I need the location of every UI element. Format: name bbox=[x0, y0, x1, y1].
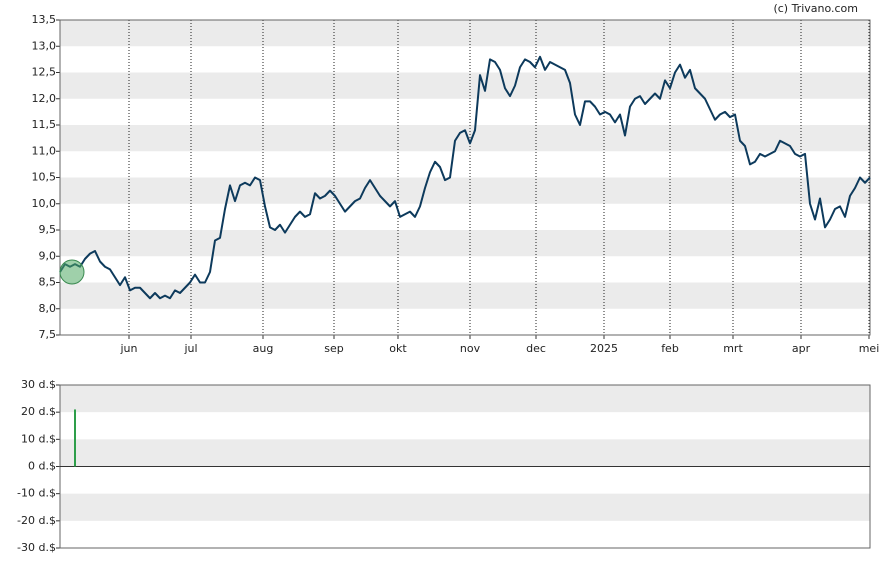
start-marker bbox=[59, 259, 85, 285]
y-tick-label: 12,0 bbox=[32, 92, 57, 105]
y-tick-label: 8,5 bbox=[39, 276, 57, 289]
y-tick-label: 7,5 bbox=[39, 328, 57, 341]
x-tick-label: apr bbox=[792, 342, 811, 355]
grid-band bbox=[60, 439, 870, 467]
y-tick-label: 11,5 bbox=[32, 118, 57, 131]
grid-band bbox=[60, 20, 870, 47]
y-tick-label: -10 d.$ bbox=[17, 487, 56, 500]
grid-band bbox=[60, 493, 870, 521]
x-tick-label: mrt bbox=[723, 342, 743, 355]
y-tick-label: 9,5 bbox=[39, 223, 57, 236]
y-tick-label: 20 d.$ bbox=[21, 405, 56, 418]
y-tick-label: 10,5 bbox=[32, 171, 57, 184]
x-tick-label: dec bbox=[526, 342, 546, 355]
x-tick-label: okt bbox=[389, 342, 407, 355]
grid-band bbox=[60, 385, 870, 413]
y-tick-label: 0 d.$ bbox=[28, 460, 56, 473]
x-tick-label: jun bbox=[120, 342, 138, 355]
x-tick-label: mei bbox=[859, 342, 880, 355]
y-tick-label: -20 d.$ bbox=[17, 514, 56, 527]
y-tick-label: 30 d.$ bbox=[21, 378, 56, 391]
price-line bbox=[59, 55, 871, 300]
grid-band bbox=[60, 177, 870, 204]
y-tick-label: 10 d.$ bbox=[21, 432, 56, 445]
y-tick-label: 13,5 bbox=[32, 13, 57, 26]
y-tick-label: 10,0 bbox=[32, 197, 57, 210]
x-tick-label: feb bbox=[661, 342, 679, 355]
x-tick-label: aug bbox=[253, 342, 274, 355]
x-tick-label: sep bbox=[324, 342, 343, 355]
y-tick-label: 9,0 bbox=[39, 249, 57, 262]
grid-band bbox=[60, 125, 870, 152]
bar bbox=[74, 409, 76, 467]
grid-band bbox=[60, 282, 870, 309]
y-tick-label: -30 d.$ bbox=[17, 541, 56, 554]
y-tick-label: 12,5 bbox=[32, 66, 57, 79]
y-tick-label: 13,0 bbox=[32, 39, 57, 52]
x-tick-label: jul bbox=[183, 342, 197, 355]
x-tick-label: 2025 bbox=[590, 342, 618, 355]
grid-band bbox=[60, 72, 870, 99]
y-tick-label: 8,0 bbox=[39, 302, 57, 315]
x-tick-label: nov bbox=[460, 342, 481, 355]
credit: (c) Trivano.com bbox=[773, 2, 858, 15]
grid-band bbox=[60, 230, 870, 257]
y-tick-label: 11,0 bbox=[32, 144, 57, 157]
